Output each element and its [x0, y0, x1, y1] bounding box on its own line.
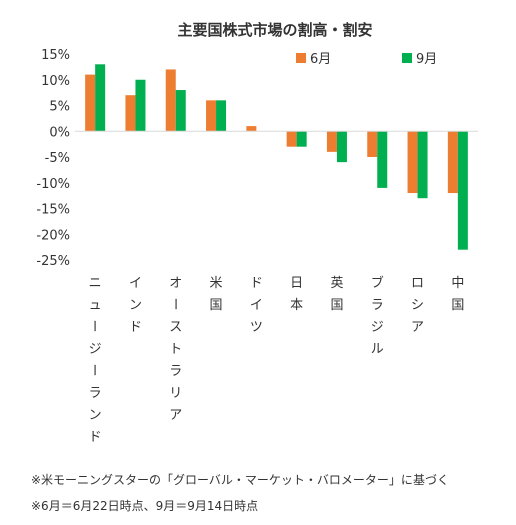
y-tick-label: -15% [36, 203, 70, 218]
footnote-source: ※米モーニングスターの「グローバル・マーケット・バロメーター」に基づく [31, 473, 449, 487]
x-category-label: 米国 [210, 276, 223, 313]
svg-text:米: 米 [210, 276, 223, 291]
svg-text:ド: ド [129, 320, 142, 335]
legend-swatch [402, 53, 412, 63]
legend-item: 9月 [402, 52, 437, 67]
legend-swatch [296, 53, 306, 63]
svg-text:ラ: ラ [169, 364, 182, 379]
bar [246, 126, 257, 132]
svg-text:ル: ル [371, 342, 384, 357]
bar [95, 64, 106, 132]
x-category-label: 中国 [451, 276, 464, 313]
bar [296, 131, 307, 147]
svg-text:ー: ー [86, 363, 101, 376]
bars [85, 64, 468, 250]
svg-text:イ: イ [129, 276, 142, 291]
bar [85, 74, 96, 132]
svg-text:ス: ス [169, 320, 182, 335]
svg-text:ド: ド [250, 276, 263, 291]
y-tick-label: 0% [49, 125, 70, 140]
x-category-label: ドイツ [250, 276, 263, 335]
svg-text:リ: リ [169, 386, 182, 401]
bar [206, 100, 217, 132]
svg-text:国: 国 [210, 298, 223, 313]
bar [377, 131, 388, 188]
legend: 6月 9月 [296, 52, 437, 67]
svg-text:オ: オ [169, 276, 182, 291]
svg-text:ブ: ブ [371, 275, 384, 291]
y-tick-label: -10% [36, 177, 70, 192]
svg-text:ニ: ニ [89, 276, 102, 291]
bar [165, 69, 176, 132]
y-tick-label: -5% [45, 151, 70, 166]
bar [367, 131, 378, 157]
svg-text:ラ: ラ [89, 386, 102, 401]
svg-text:ド: ド [89, 430, 102, 445]
svg-text:中: 中 [451, 276, 464, 291]
svg-text:国: 国 [451, 298, 464, 313]
svg-text:ー: ー [167, 297, 182, 310]
y-tick-label: -25% [36, 254, 70, 269]
bar [326, 131, 337, 152]
svg-text:ツ: ツ [250, 320, 263, 335]
y-tick-label: 15% [41, 48, 70, 63]
y-tick-label: -20% [36, 228, 70, 243]
svg-text:ロ: ロ [411, 276, 424, 291]
bar [417, 131, 428, 199]
svg-text:ア: ア [411, 320, 424, 335]
bar [447, 131, 458, 194]
svg-text:イ: イ [250, 298, 263, 313]
svg-text:本: 本 [290, 298, 303, 313]
legend-item: 6月 [296, 52, 331, 67]
svg-text:日: 日 [290, 276, 303, 291]
bar [286, 131, 297, 147]
y-axis: 15% 10% 5% 0% -5% -10% -15% -20% -25% [36, 48, 70, 269]
legend-label: 9月 [416, 52, 437, 67]
bar [135, 79, 146, 132]
x-category-label: 英国 [330, 276, 343, 313]
svg-text:ラ: ラ [371, 298, 384, 313]
bar [125, 95, 136, 132]
svg-text:シ: シ [411, 298, 424, 313]
footnote-dates: ※6月＝6月22日時点、9月＝9月14日時点 [31, 499, 259, 513]
x-category-label: ロシア [411, 276, 424, 335]
bar [216, 100, 227, 132]
chart-title: 主要国株式市場の割高・割安 [177, 21, 372, 39]
svg-text:ト: ト [169, 342, 182, 357]
bar [407, 131, 418, 194]
bar [457, 131, 468, 250]
svg-text:ン: ン [89, 408, 102, 423]
svg-text:ジ: ジ [371, 320, 384, 335]
y-tick-label: 5% [49, 100, 70, 115]
legend-label: 6月 [310, 52, 331, 67]
bar [336, 131, 347, 163]
svg-text:英: 英 [330, 276, 343, 291]
svg-text:国: 国 [330, 298, 343, 313]
svg-text:ン: ン [129, 298, 142, 313]
x-category-label: インド [129, 276, 142, 335]
x-category-label: 日本 [290, 276, 303, 313]
svg-text:ジ: ジ [89, 342, 102, 357]
svg-text:ア: ア [169, 408, 182, 423]
y-tick-label: 10% [41, 74, 70, 89]
svg-text:ュ: ュ [89, 298, 102, 313]
svg-text:ー: ー [86, 319, 101, 332]
bar [175, 90, 186, 132]
